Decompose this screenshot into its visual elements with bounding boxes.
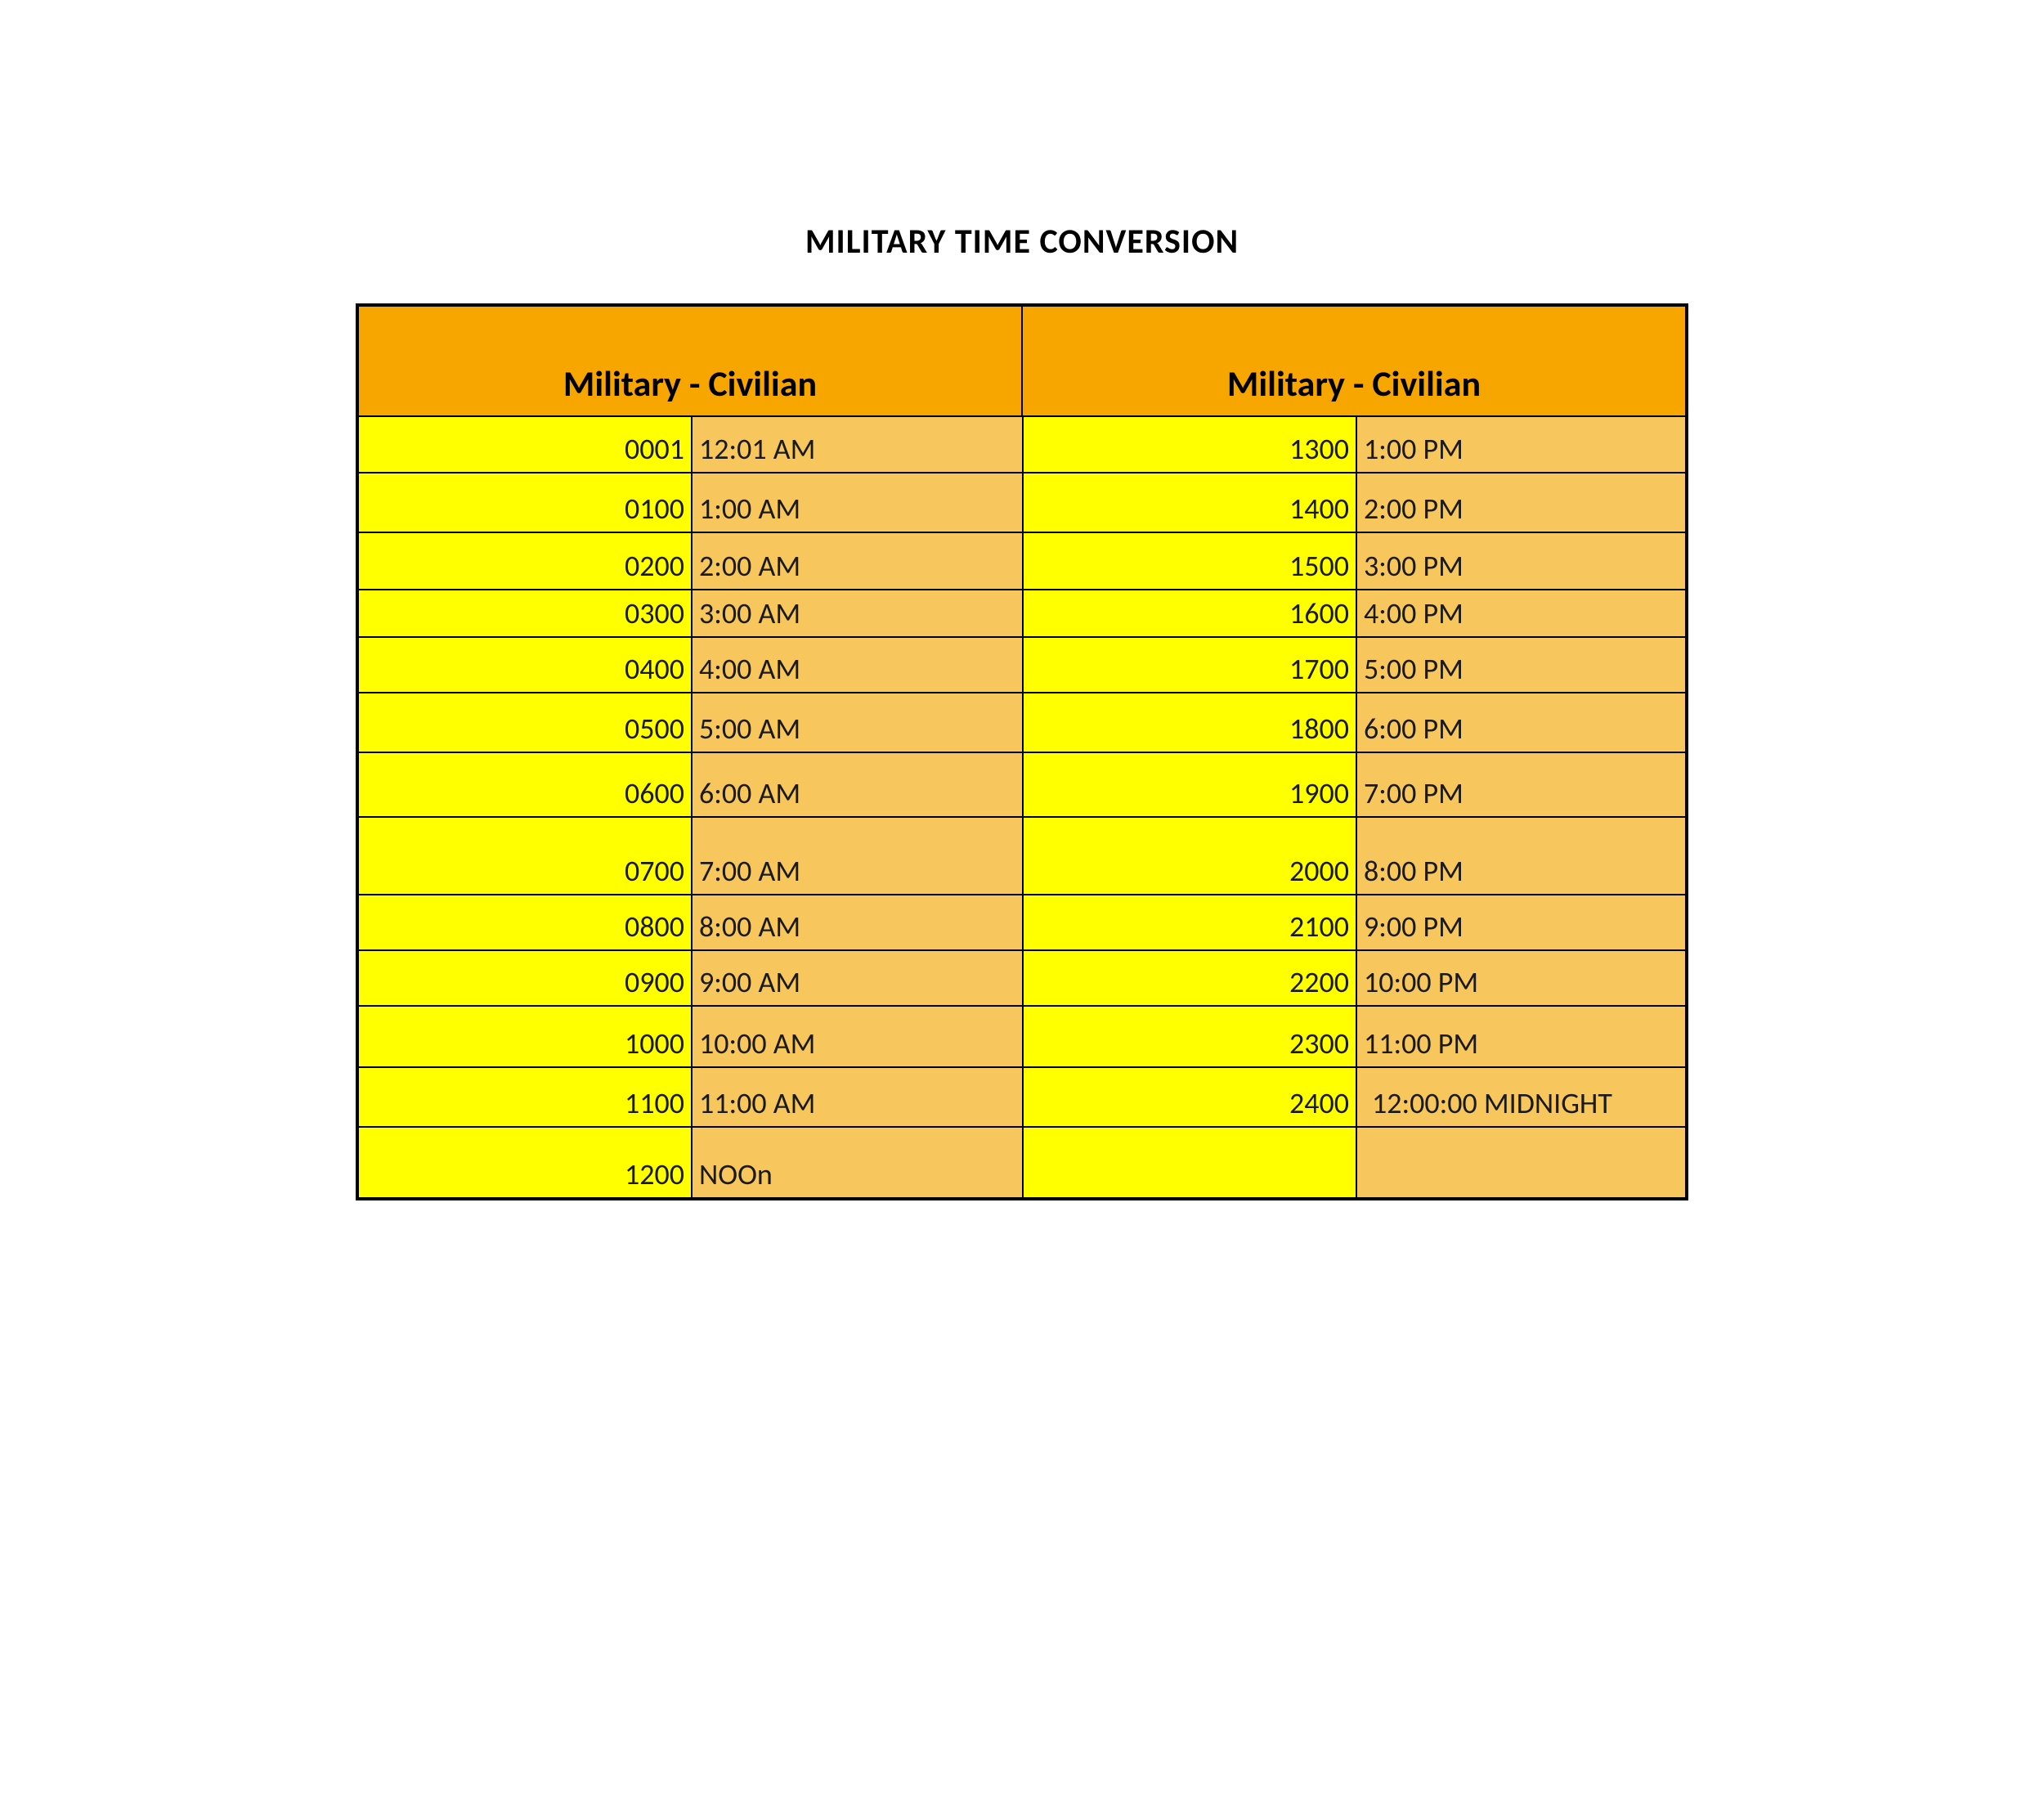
military-time-right: 1800 bbox=[1024, 693, 1357, 752]
military-time-right: 1700 bbox=[1024, 638, 1357, 692]
military-time-left: 0500 bbox=[359, 693, 693, 752]
military-time-left: 1000 bbox=[359, 1007, 693, 1066]
table-row: 04004:00 AM17005:00 PM bbox=[359, 638, 1685, 693]
civilian-time-left: 8:00 AM bbox=[693, 895, 1024, 949]
table-row: 06006:00 AM19007:00 PM bbox=[359, 753, 1685, 818]
table-row: 08008:00 AM21009:00 PM bbox=[359, 895, 1685, 951]
military-time-left: 0001 bbox=[359, 417, 693, 472]
military-time-left: 1100 bbox=[359, 1068, 693, 1126]
header-left: Military - Civilian bbox=[359, 307, 1023, 415]
header-right: Military - Civilian bbox=[1023, 307, 1685, 415]
table-row: 05005:00 AM18006:00 PM bbox=[359, 693, 1685, 753]
military-time-right: 1600 bbox=[1024, 590, 1357, 636]
civilian-time-right: 12:00:00 MIDNIGHT bbox=[1357, 1068, 1685, 1126]
civilian-time-left: 10:00 AM bbox=[693, 1007, 1024, 1066]
civilian-time-left: 2:00 AM bbox=[693, 533, 1024, 589]
civilian-time-left: 5:00 AM bbox=[693, 693, 1024, 752]
military-time-right: 1900 bbox=[1024, 753, 1357, 816]
civilian-time-left: 12:01 AM bbox=[693, 417, 1024, 472]
table-body: 000112:01 AM13001:00 PM01001:00 AM14002:… bbox=[359, 417, 1685, 1197]
military-time-right: 1400 bbox=[1024, 473, 1357, 532]
table-row: 09009:00 AM220010:00 PM bbox=[359, 951, 1685, 1007]
table-row: 1200NOOn bbox=[359, 1128, 1685, 1197]
table-row: 07007:00 AM20008:00 PM bbox=[359, 818, 1685, 895]
military-time-right: 2100 bbox=[1024, 895, 1357, 949]
civilian-time-left: 9:00 AM bbox=[693, 951, 1024, 1005]
table-row: 03003:00 AM16004:00 PM bbox=[359, 590, 1685, 638]
civilian-time-left: NOOn bbox=[693, 1128, 1024, 1197]
military-time-left: 0600 bbox=[359, 753, 693, 816]
civilian-time-right bbox=[1357, 1128, 1685, 1197]
military-time-left: 0400 bbox=[359, 638, 693, 692]
civilian-time-right: 9:00 PM bbox=[1357, 895, 1685, 949]
civilian-time-right: 11:00 PM bbox=[1357, 1007, 1685, 1066]
military-time-left: 0700 bbox=[359, 818, 693, 894]
military-time-left: 0300 bbox=[359, 590, 693, 636]
military-time-right: 1500 bbox=[1024, 533, 1357, 589]
military-time-left: 0100 bbox=[359, 473, 693, 532]
military-time-left: 0200 bbox=[359, 533, 693, 589]
civilian-time-right: 5:00 PM bbox=[1357, 638, 1685, 692]
table-row: 110011:00 AM240012:00:00 MIDNIGHT bbox=[359, 1068, 1685, 1128]
table-row: 000112:01 AM13001:00 PM bbox=[359, 417, 1685, 473]
military-time-right: 2400 bbox=[1024, 1068, 1357, 1126]
civilian-time-left: 11:00 AM bbox=[693, 1068, 1024, 1126]
civilian-time-left: 4:00 AM bbox=[693, 638, 1024, 692]
civilian-time-right: 8:00 PM bbox=[1357, 818, 1685, 894]
page-title: MILITARY TIME CONVERSION bbox=[0, 221, 2044, 263]
table-row: 01001:00 AM14002:00 PM bbox=[359, 473, 1685, 533]
table-header-row: Military - Civilian Military - Civilian bbox=[359, 307, 1685, 417]
civilian-time-left: 6:00 AM bbox=[693, 753, 1024, 816]
military-time-right: 1300 bbox=[1024, 417, 1357, 472]
civilian-time-right: 3:00 PM bbox=[1357, 533, 1685, 589]
military-time-left: 0900 bbox=[359, 951, 693, 1005]
civilian-time-left: 3:00 AM bbox=[693, 590, 1024, 636]
civilian-time-left: 7:00 AM bbox=[693, 818, 1024, 894]
conversion-table: Military - Civilian Military - Civilian … bbox=[356, 303, 1688, 1200]
table-row: 100010:00 AM230011:00 PM bbox=[359, 1007, 1685, 1068]
table-row: 02002:00 AM15003:00 PM bbox=[359, 533, 1685, 590]
civilian-time-right: 4:00 PM bbox=[1357, 590, 1685, 636]
military-time-right: 2000 bbox=[1024, 818, 1357, 894]
civilian-time-right: 10:00 PM bbox=[1357, 951, 1685, 1005]
military-time-left: 1200 bbox=[359, 1128, 693, 1197]
civilian-time-right: 6:00 PM bbox=[1357, 693, 1685, 752]
civilian-time-right: 1:00 PM bbox=[1357, 417, 1685, 472]
military-time-right bbox=[1024, 1128, 1357, 1197]
civilian-time-right: 2:00 PM bbox=[1357, 473, 1685, 532]
civilian-time-left: 1:00 AM bbox=[693, 473, 1024, 532]
civilian-time-right: 7:00 PM bbox=[1357, 753, 1685, 816]
military-time-right: 2200 bbox=[1024, 951, 1357, 1005]
military-time-left: 0800 bbox=[359, 895, 693, 949]
military-time-right: 2300 bbox=[1024, 1007, 1357, 1066]
